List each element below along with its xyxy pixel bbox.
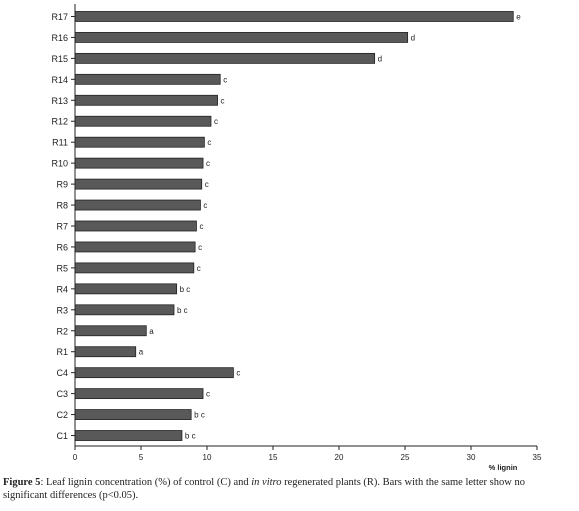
bar-r3: [74, 304, 175, 316]
caption-text-part1: : Leaf lignin concentration (%) of contr…: [40, 477, 252, 488]
y-tick-label-c1: C1: [56, 431, 68, 441]
bar-r4: [74, 283, 178, 295]
caption-figure-label: Figure 5: [3, 477, 41, 488]
y-tick-label-r2: R2: [56, 326, 68, 336]
significance-label-r11: c: [207, 138, 211, 147]
y-tick-label-r13: R13: [51, 96, 68, 106]
y-tick-label-r12: R12: [51, 117, 68, 127]
x-tick-label-5: 5: [139, 453, 144, 462]
y-tick-label-c2: C2: [56, 410, 68, 420]
bar-r6: [74, 241, 196, 253]
significance-label-r12: c: [214, 117, 218, 126]
bar-r1: [74, 346, 137, 358]
significance-label-r14: c: [223, 75, 227, 84]
significance-label-r8: c: [203, 201, 207, 210]
x-tick-label-25: 25: [401, 453, 410, 462]
bar-r10: [74, 157, 204, 169]
bar-r7: [74, 220, 197, 232]
y-tick-label-r15: R15: [51, 54, 68, 64]
y-tick-label-r7: R7: [56, 222, 68, 232]
bar-r16: [74, 32, 409, 43]
significance-label-r13: c: [221, 96, 225, 105]
y-tick-label-r4: R4: [56, 284, 68, 294]
x-axis-title: % lignin: [489, 463, 518, 472]
bar-c1: [74, 430, 183, 441]
bar-r15: [74, 52, 376, 64]
significance-label-r7: c: [199, 222, 203, 231]
caption-italic-text: in vitro: [251, 477, 282, 488]
x-tick-label-30: 30: [467, 453, 476, 462]
x-tick-label-20: 20: [335, 453, 344, 462]
y-tick-label-r6: R6: [56, 242, 68, 252]
significance-label-r2: a: [149, 327, 154, 336]
significance-label-r1: a: [139, 348, 144, 357]
bar-chart: R17 e R16 d R15 d R14 c R13 c R12 c R11 c R10 c R9 c R8 c R7…: [51, 4, 542, 472]
significance-label-r10: c: [206, 159, 210, 168]
bar-c3: [74, 388, 204, 400]
bar-r8: [74, 199, 201, 211]
y-tick-label-r16: R16: [51, 33, 68, 43]
y-tick-label-r10: R10: [51, 159, 68, 169]
y-tick-label-r3: R3: [56, 305, 68, 315]
bar-r11: [74, 136, 205, 148]
bar-c2: [74, 409, 192, 420]
axes-layer: [71, 4, 538, 450]
x-tick-label-10: 10: [203, 453, 212, 462]
bar-r12: [74, 115, 212, 127]
y-tick-label-r9: R9: [56, 180, 68, 190]
significance-label-c1: b c: [185, 432, 196, 441]
x-tick-label-0: 0: [73, 453, 78, 462]
y-tick-label-r14: R14: [51, 75, 68, 85]
significance-label-c2: b c: [194, 411, 205, 420]
significance-label-r4: b c: [180, 285, 191, 294]
x-tick-label-35: 35: [533, 453, 542, 462]
significance-label-r6: c: [198, 243, 202, 252]
y-tick-label-r8: R8: [56, 201, 68, 211]
y-tick-label-r11: R11: [52, 138, 68, 148]
significance-label-r16: d: [411, 33, 415, 42]
significance-label-r9: c: [205, 180, 209, 189]
bars-layer: [74, 11, 514, 441]
bar-c4: [74, 367, 234, 379]
significance-label-r5: c: [197, 264, 201, 273]
significance-label-r3: b c: [177, 306, 188, 315]
bar-r17: [74, 11, 514, 22]
bar-r5: [74, 262, 195, 274]
bar-r13: [74, 94, 218, 106]
caption-text-part2: regenerated plants (R). Bars with the sa…: [3, 477, 525, 501]
y-tick-label-c4: C4: [56, 368, 68, 378]
significance-label-r17: e: [516, 12, 521, 21]
y-tick-label-r5: R5: [56, 263, 68, 273]
bar-r9: [74, 178, 203, 190]
significance-label-c4: c: [236, 369, 240, 378]
bar-r2: [74, 325, 147, 337]
y-tick-label-c3: C3: [56, 389, 68, 399]
bar-r14: [74, 73, 221, 85]
significance-label-c3: c: [206, 390, 210, 399]
y-tick-label-r17: R17: [51, 12, 68, 22]
significance-label-r15: d: [378, 54, 382, 63]
x-tick-label-15: 15: [269, 453, 278, 462]
figure-caption: Figure 5: Leaf lignin concentration (%) …: [3, 476, 571, 502]
y-tick-label-r1: R1: [56, 347, 68, 357]
